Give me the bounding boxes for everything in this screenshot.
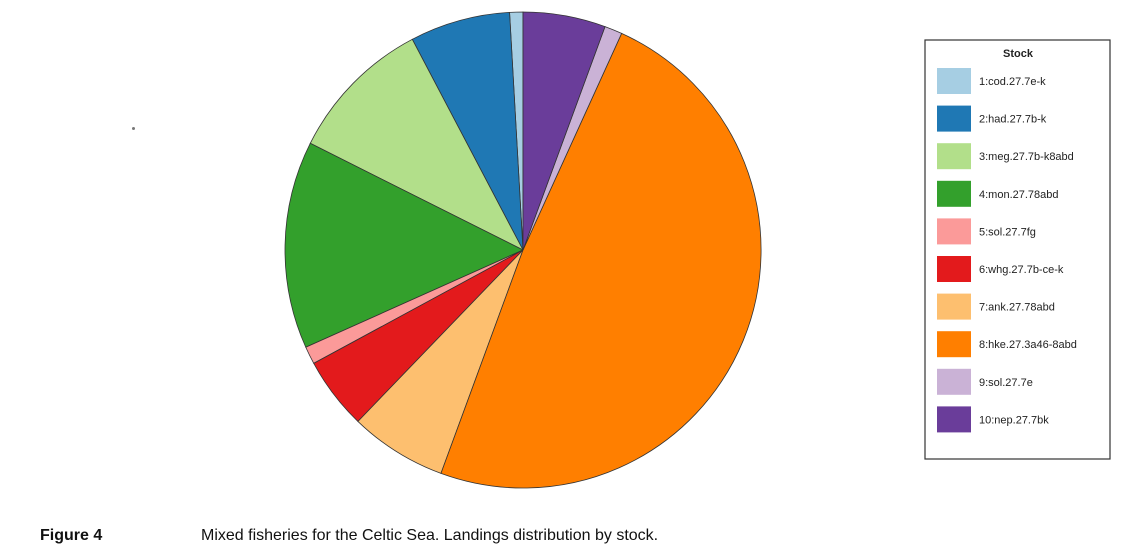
pie-slice-3	[309, 38, 524, 251]
legend-label-3: 3:meg.27.7b-k8abd	[979, 151, 1074, 163]
legend-label-5: 5:sol.27.7fg	[979, 226, 1036, 238]
legend-swatch-1	[937, 68, 971, 94]
figure-label: Figure 4	[40, 527, 103, 544]
legend-swatch-5	[937, 218, 971, 245]
legend-label-4: 4:mon.27.78abd	[979, 189, 1059, 201]
legend-swatch-10	[937, 406, 971, 433]
pie-slices	[284, 11, 762, 489]
legend-swatch-4	[937, 180, 971, 207]
pie-slice-10	[522, 11, 606, 251]
legend-label-6: 6:whg.27.7b-ce-k	[979, 264, 1064, 276]
legend-swatch-9	[937, 368, 971, 395]
pie-slice-8	[440, 32, 762, 489]
legend-swatch-8	[937, 331, 971, 358]
legend-swatch-6	[937, 256, 971, 282]
legend-label-10: 10:nep.27.7bk	[979, 414, 1049, 426]
legend: Stock 1:cod.27.7e-k 2:had.27.7b-k 3:meg.27…	[924, 39, 1111, 460]
figure-caption: Mixed fisheries for the Celtic Sea. Land…	[201, 527, 659, 544]
legend-label-7: 7:ank.27.78abd	[979, 302, 1055, 314]
legend-label-9: 9:sol.27.7e	[979, 377, 1033, 389]
legend-swatch-2	[937, 105, 971, 132]
legend-label-2: 2:had.27.7b-k	[979, 114, 1047, 126]
legend-label-8: 8:hke.27.3a46-8abd	[979, 339, 1077, 351]
legend-swatch-3	[937, 143, 971, 170]
legend-swatch-7	[937, 293, 971, 320]
stray-dot	[132, 127, 135, 130]
legend-box	[924, 39, 1111, 460]
legend-title: Stock	[1003, 48, 1034, 60]
pie-slice-4	[284, 142, 524, 348]
legend-label-1: 1:cod.27.7e-k	[979, 76, 1046, 88]
